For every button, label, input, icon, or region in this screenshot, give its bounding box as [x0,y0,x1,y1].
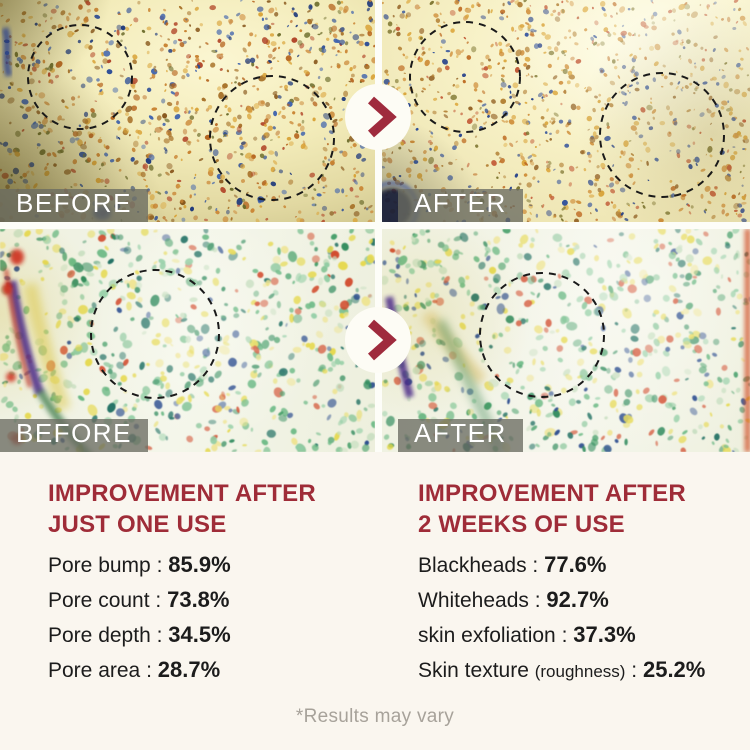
dashed-focus-circle [599,72,725,198]
stat-row: Whiteheads : 92.7% [418,589,705,612]
panel-title-line1: IMPROVEMENT AFTER [418,480,686,507]
dashed-focus-circle [209,75,335,201]
red-blob [6,372,16,382]
stat-separator: : [140,659,158,682]
dashed-focus-circle [409,21,521,133]
stat-label: Pore area [48,659,141,682]
stat-row: Blackheads : 77.6% [418,554,705,577]
red-blob [2,283,12,295]
chevron-right-icon [367,319,397,361]
dashed-focus-circle [90,269,220,399]
purple-streak [7,280,45,396]
stat-separator: : [150,554,169,577]
after-photo-top: AFTER [382,0,750,222]
stat-label: Pore bump [48,554,151,577]
before-label: BEFORE [0,418,148,452]
stat-value: 34.5% [168,622,231,647]
after-photo-bottom: AFTER [382,229,750,452]
red-streak [4,268,32,388]
panel-title-line1: IMPROVEMENT AFTER [48,480,316,507]
stat-value: 92.7% [546,587,609,612]
stat-label: Whiteheads [418,589,529,612]
stat-row: Pore area : 28.7% [48,659,316,682]
stat-label: Pore count [48,589,150,612]
stat-label-note: (roughness) [534,662,626,681]
stat-separator: : [555,624,574,647]
panel-title-line2: 2 WEEKS OF USE [418,511,625,538]
before-photo-bottom: BEFORE [0,229,375,452]
stat-value: 28.7% [157,657,221,682]
stat-label: Skin texture [418,659,529,682]
stats-panel-one-use: IMPROVEMENT AFTER JUST ONE USE Pore bump… [48,478,316,694]
stat-separator: : [528,589,547,612]
dashed-focus-circle [27,24,133,130]
red-edge-strip [744,229,750,452]
after-label: AFTER [398,418,523,452]
stat-separator: : [149,589,168,612]
stat-row: Pore bump : 85.9% [48,554,316,577]
blue-streak [1,27,13,77]
photo-comparison-grid: BEFORE AFTER [0,0,750,452]
chevron-right-icon [367,96,397,138]
arrow-badge-bottom [345,307,411,373]
improvement-stats-section: IMPROVEMENT AFTER JUST ONE USE Pore bump… [0,452,750,750]
arrow-badge-top [345,84,411,150]
red-blob [10,249,24,265]
stat-row: Pore depth : 34.5% [48,624,316,647]
stat-value: 77.6% [544,552,607,577]
stat-label: Blackheads [418,554,527,577]
photo-annotations [2,249,220,452]
stat-row: skin exfoliation : 37.3% [418,624,705,647]
panel-title: IMPROVEMENT AFTER JUST ONE USE [48,478,316,540]
stat-label: skin exfoliation [418,624,556,647]
stat-separator: : [625,659,643,682]
stats-panel-two-weeks: IMPROVEMENT AFTER 2 WEEKS OF USE Blackhe… [418,478,705,695]
stat-row: Skin texture (roughness) : 25.2% [418,659,705,683]
stat-value: 73.8% [167,587,230,612]
stat-separator: : [526,554,545,577]
stat-value: 85.9% [168,552,231,577]
stat-label: Pore depth [48,624,151,647]
panel-title-line2: JUST ONE USE [48,511,227,538]
stat-row: Pore count : 73.8% [48,589,316,612]
before-label: BEFORE [0,188,148,222]
panel-title: IMPROVEMENT AFTER 2 WEEKS OF USE [418,478,705,540]
stat-value: 37.3% [573,622,636,647]
yellow-band [23,282,71,412]
results-disclaimer: *Results may vary [295,706,455,727]
after-label: AFTER [398,188,523,222]
stat-value: 25.2% [642,657,706,682]
before-photo-top: BEFORE [0,0,375,222]
stat-separator: : [150,624,169,647]
dashed-focus-circle [479,272,605,398]
